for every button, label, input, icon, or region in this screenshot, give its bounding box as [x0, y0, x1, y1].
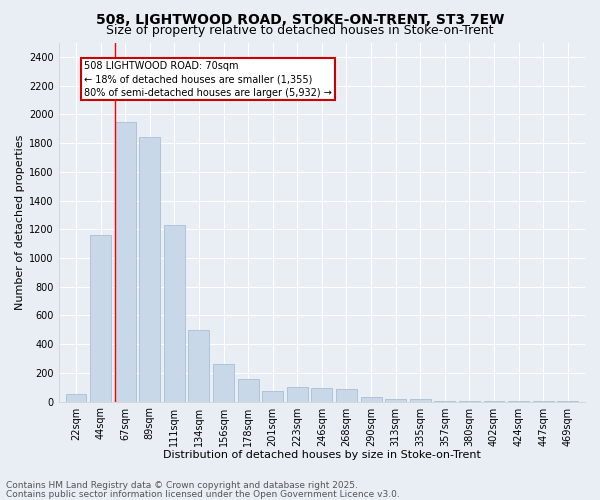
Bar	[238, 378, 259, 402]
Bar	[164, 225, 185, 402]
Bar	[287, 387, 308, 402]
Bar	[139, 138, 160, 402]
Text: Size of property relative to detached houses in Stoke-on-Trent: Size of property relative to detached ho…	[106, 24, 494, 37]
Bar	[213, 364, 234, 402]
Bar	[434, 401, 455, 402]
Bar	[90, 235, 111, 402]
Bar	[385, 400, 406, 402]
Bar	[115, 122, 136, 402]
Text: Contains HM Land Registry data © Crown copyright and database right 2025.: Contains HM Land Registry data © Crown c…	[6, 481, 358, 490]
Bar	[459, 401, 480, 402]
Text: Contains public sector information licensed under the Open Government Licence v3: Contains public sector information licen…	[6, 490, 400, 499]
Bar	[361, 398, 382, 402]
Bar	[188, 330, 209, 402]
Bar	[410, 400, 431, 402]
Bar	[336, 388, 357, 402]
Bar	[65, 394, 86, 402]
Bar	[262, 391, 283, 402]
Text: 508 LIGHTWOOD ROAD: 70sqm
← 18% of detached houses are smaller (1,355)
80% of se: 508 LIGHTWOOD ROAD: 70sqm ← 18% of detac…	[84, 61, 332, 98]
Bar	[311, 388, 332, 402]
Y-axis label: Number of detached properties: Number of detached properties	[15, 134, 25, 310]
Text: 508, LIGHTWOOD ROAD, STOKE-ON-TRENT, ST3 7EW: 508, LIGHTWOOD ROAD, STOKE-ON-TRENT, ST3…	[96, 12, 504, 26]
X-axis label: Distribution of detached houses by size in Stoke-on-Trent: Distribution of detached houses by size …	[163, 450, 481, 460]
